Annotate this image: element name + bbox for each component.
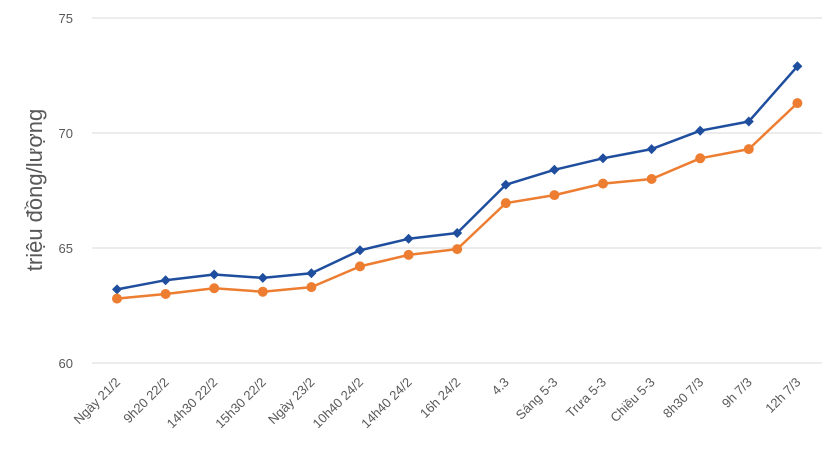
x-tick-label: 14h30 22/2: [164, 375, 221, 432]
series-1: [112, 61, 803, 295]
series-line: [116, 65, 799, 291]
data-point-circle: [598, 178, 608, 189]
data-point-circle: [209, 283, 220, 294]
data-point-diamond: [209, 269, 220, 280]
x-tick-label: 14h40 24/2: [358, 375, 415, 432]
x-tick-label: 12h 7/3: [762, 375, 803, 416]
y-tick-labels: 60 65 70 75: [59, 11, 73, 371]
data-point-circle: [695, 153, 706, 164]
data-point-circle: [355, 261, 365, 272]
x-tick-label: Trưa 5-3: [563, 375, 609, 421]
y-tick-label: 75: [59, 11, 73, 26]
data-point-diamond: [549, 164, 560, 175]
x-tick-label: 4.3: [489, 375, 512, 398]
data-point-diamond: [257, 272, 268, 283]
data-point-diamond: [792, 61, 803, 72]
x-tick-label: 15h30 22/2: [212, 375, 269, 432]
x-tick-label: Ngày 21/2: [71, 375, 124, 428]
series-layer: [112, 61, 803, 304]
data-point-circle: [403, 249, 414, 260]
x-tick-label: Sáng 5-3: [513, 375, 561, 423]
y-tick-label: 60: [59, 356, 73, 371]
y-tick-label: 65: [59, 241, 73, 256]
data-point-circle: [257, 286, 268, 297]
data-point-circle: [792, 98, 803, 109]
data-point-diamond: [695, 125, 706, 136]
data-point-diamond: [306, 268, 317, 279]
data-point-circle: [452, 244, 463, 255]
data-point-circle: [743, 144, 754, 155]
data-point-circle: [549, 190, 560, 201]
data-point-diamond: [743, 116, 754, 127]
data-point-diamond: [598, 153, 608, 164]
x-tick-label: 9h20 22/2: [120, 375, 172, 427]
series-2: [112, 98, 803, 304]
data-point-circle: [160, 289, 171, 299]
data-point-diamond: [112, 284, 122, 295]
data-point-diamond: [500, 179, 511, 190]
data-point-diamond: [160, 275, 171, 286]
data-point-diamond: [452, 228, 463, 239]
data-point-diamond: [646, 144, 657, 155]
grid-layer: [92, 17, 822, 364]
x-tick-label: 10h40 24/2: [309, 375, 366, 432]
data-point-circle: [112, 293, 122, 304]
x-tick-label: Chiều 5-3: [607, 375, 657, 425]
y-tick-label: 70: [59, 126, 73, 141]
data-point-circle: [646, 174, 657, 184]
x-tick-label: 9h 7/3: [719, 375, 755, 411]
data-point-diamond: [355, 245, 365, 256]
x-tick-label: 8h30 7/3: [660, 375, 706, 421]
data-point-diamond: [403, 233, 414, 244]
y-axis-label: triệu đồng/lượng: [22, 109, 47, 271]
x-tick-label: 16h 24/2: [417, 375, 463, 421]
data-point-circle: [306, 282, 317, 293]
data-point-circle: [500, 198, 511, 209]
